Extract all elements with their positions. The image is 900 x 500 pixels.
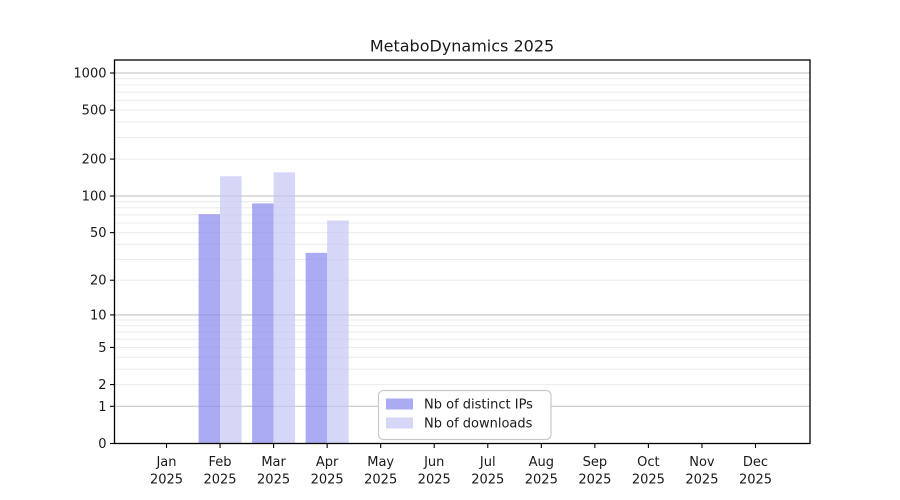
y-tick-label: 50 xyxy=(90,226,107,241)
y-tick-label: 5 xyxy=(98,341,106,356)
x-tick-label-month: Aug xyxy=(529,455,554,470)
bar-nb-of-downloads-apr xyxy=(327,220,349,444)
bar-nb-of-distinct-ips-mar xyxy=(252,203,274,444)
legend-swatch-distinct-ips xyxy=(386,398,413,410)
y-tick-label: 2 xyxy=(98,378,106,393)
x-tick-label-month: Dec xyxy=(743,455,768,470)
legend-label-downloads: Nb of downloads xyxy=(424,417,533,432)
legend-swatch-downloads xyxy=(386,417,413,429)
bar-nb-of-downloads-mar xyxy=(273,172,296,444)
x-tick-label-year: 2025 xyxy=(578,473,611,488)
x-tick-label-month: Jun xyxy=(423,455,444,470)
x-tick-label-year: 2025 xyxy=(257,473,290,488)
bar-nb-of-distinct-ips-feb xyxy=(198,214,221,444)
legend-box xyxy=(377,389,552,441)
x-tick-label-year: 2025 xyxy=(203,473,236,488)
x-tick-labels-layer: Jan 2025 Feb 2025 Mar 2025 Apr 2025 May 2025 Jun 20… xyxy=(150,455,772,488)
x-tick-label-year: 2025 xyxy=(471,473,504,488)
y-tick-labels-layer: 0 1 2 5 10 20 50 100 200 500 1000 xyxy=(73,67,106,453)
x-tick-label-year: 2025 xyxy=(632,473,665,488)
y-tick-label: 0 xyxy=(98,437,106,452)
plot-frame xyxy=(113,59,811,445)
bar-nb-of-distinct-ips-apr xyxy=(305,252,328,444)
x-tick-label-month: Jul xyxy=(479,455,496,470)
legend: Nb of distinct IPs Nb of downloads xyxy=(377,389,552,441)
bars-layer xyxy=(198,172,349,444)
axis-ticks-layer xyxy=(110,72,757,448)
x-tick-label-year: 2025 xyxy=(364,473,397,488)
x-tick-label-year: 2025 xyxy=(525,473,558,488)
y-tick-label: 1000 xyxy=(73,67,106,82)
x-tick-label-month: Nov xyxy=(689,455,715,470)
x-tick-label-year: 2025 xyxy=(150,473,183,488)
chart-title: MetaboDynamics 2025 xyxy=(370,37,554,56)
legend-label-distinct-ips: Nb of distinct IPs xyxy=(424,398,533,413)
x-tick-label-month: Mar xyxy=(261,455,286,470)
y-tick-label: 500 xyxy=(82,104,107,119)
bar-nb-of-downloads-feb xyxy=(220,176,242,444)
y-tick-label: 10 xyxy=(90,308,107,323)
x-tick-label-year: 2025 xyxy=(311,473,344,488)
x-tick-label-month: May xyxy=(367,455,394,470)
x-tick-label-year: 2025 xyxy=(418,473,451,488)
y-tick-label: 100 xyxy=(82,190,107,205)
x-tick-label-year: 2025 xyxy=(685,473,718,488)
y-tick-label: 200 xyxy=(82,153,107,168)
x-tick-label-month: Jan xyxy=(155,455,176,470)
x-tick-label-month: Oct xyxy=(637,455,659,470)
y-tick-label: 1 xyxy=(98,400,106,415)
x-tick-label-month: Apr xyxy=(316,455,339,470)
x-tick-label-year: 2025 xyxy=(739,473,772,488)
y-tick-label: 20 xyxy=(90,274,107,289)
x-tick-label-month: Feb xyxy=(209,455,232,470)
x-tick-label-month: Sep xyxy=(583,455,608,470)
